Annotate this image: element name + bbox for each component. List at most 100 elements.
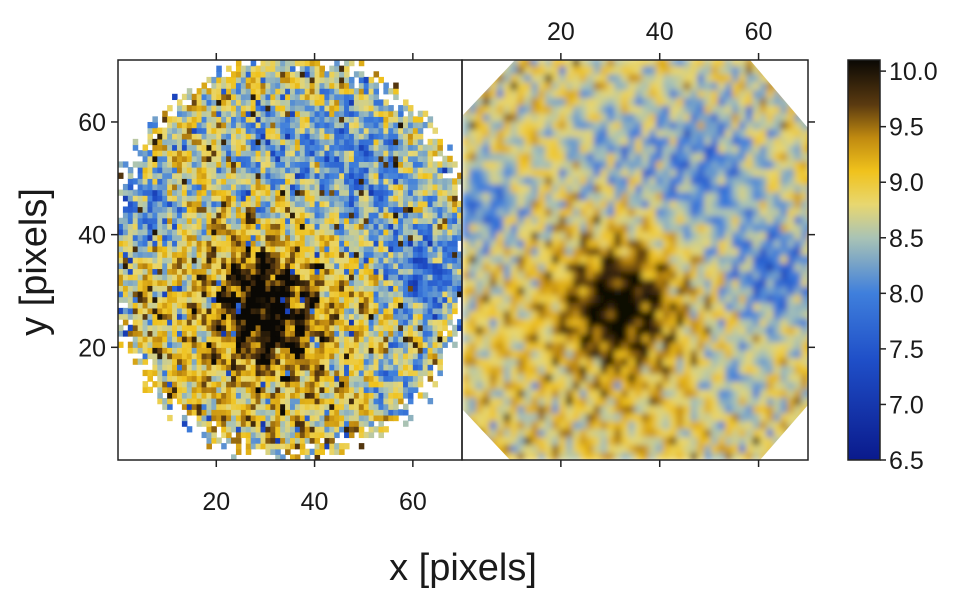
left-heat-cell — [314, 443, 321, 450]
left-heat-cell — [412, 341, 419, 348]
left-heat-cell — [235, 167, 242, 174]
left-heat-cell — [280, 392, 286, 399]
left-heat-cell — [275, 150, 281, 157]
left-heat-cell — [186, 121, 193, 129]
left-heat-cell — [260, 347, 267, 354]
left-heat-cell — [270, 116, 276, 123]
left-heat-cell — [235, 116, 242, 123]
left-heat-cell — [255, 341, 262, 348]
left-heat-cell — [319, 105, 325, 112]
left-heat-cell — [403, 274, 409, 281]
left-heat-cell — [250, 398, 257, 405]
left-heat-cell — [245, 71, 252, 78]
left-heat-cell — [231, 206, 237, 213]
left-heat-cell — [363, 172, 370, 179]
left-heat-cell — [181, 116, 188, 123]
left-heat-cell — [339, 420, 345, 427]
right-heat-cell — [524, 310, 532, 319]
right-heat-cell — [475, 168, 484, 177]
left-heat-cell — [191, 161, 198, 168]
right-heat-cell — [524, 239, 532, 248]
left-heat-cell — [221, 257, 227, 264]
right-heat-cell — [463, 239, 470, 248]
left-heat-cell — [172, 172, 178, 179]
right-heat-cell — [503, 302, 512, 311]
right-heat-cell — [482, 381, 491, 390]
left-heat-cell — [240, 426, 247, 433]
left-heat-cell — [348, 144, 355, 151]
left-heat-cell — [290, 347, 296, 354]
left-heat-cell — [422, 155, 429, 162]
right-heat-cell — [593, 452, 602, 460]
left-heat-cell — [270, 437, 276, 444]
left-heat-cell — [245, 358, 252, 365]
left-heat-cell — [299, 414, 306, 422]
left-heat-cell — [368, 234, 375, 241]
left-heat-cell — [403, 234, 409, 241]
left-heat-cell — [353, 257, 360, 264]
right-heat-cell — [475, 207, 484, 217]
left-heat-cell — [290, 454, 296, 460]
left-heat-cell — [422, 296, 429, 303]
left-heat-cell — [388, 200, 394, 208]
left-heat-cell — [437, 369, 443, 377]
left-heat-cell — [304, 262, 311, 270]
left-heat-cell — [304, 60, 311, 67]
left-heat-cell — [206, 229, 212, 236]
left-heat-cell — [304, 313, 311, 320]
left-heat-cell — [452, 285, 458, 292]
left-heat-cell — [255, 381, 262, 388]
left-heat-cell — [186, 296, 193, 303]
left-heat-cell — [231, 234, 237, 241]
right-heat-cell — [503, 105, 512, 114]
left-heat-cell — [235, 324, 242, 332]
right-heat-cell — [558, 223, 567, 233]
left-heat-cell — [358, 251, 365, 258]
left-heat-cell — [393, 296, 399, 303]
left-heat-cell — [235, 240, 242, 247]
left-heat-cell — [275, 336, 281, 343]
left-heat-cell — [339, 274, 345, 281]
left-heat-cell — [157, 240, 163, 247]
x-tick-label: 40 — [301, 488, 329, 516]
left-heat-cell — [334, 167, 340, 174]
left-heat-cell — [127, 206, 134, 213]
left-heat-cell — [280, 324, 286, 332]
left-heat-cell — [344, 155, 350, 162]
left-heat-cell — [280, 76, 286, 84]
left-heat-cell — [260, 223, 267, 230]
left-heat-cell — [235, 65, 242, 72]
left-heat-cell — [186, 358, 193, 365]
left-heat-cell — [167, 217, 173, 224]
left-heat-cell — [245, 341, 252, 348]
left-heat-cell — [319, 127, 325, 134]
left-heat-cell — [147, 347, 153, 354]
right-heat-cell — [545, 310, 553, 319]
right-heat-cell — [572, 286, 581, 296]
right-heat-cell — [579, 333, 588, 343]
left-heat-cell — [280, 99, 286, 106]
left-heat-cell — [329, 172, 335, 179]
right-heat-cell — [517, 270, 526, 280]
left-heat-cell — [285, 172, 291, 179]
right-heat-cell — [565, 176, 574, 185]
left-heat-cell — [294, 93, 301, 101]
left-heat-cell — [348, 426, 355, 433]
left-heat-cell — [319, 296, 325, 303]
left-heat-cell — [344, 133, 350, 140]
left-heat-cell — [344, 443, 350, 450]
left-heat-cell — [378, 172, 384, 179]
right-heat-cell — [558, 310, 567, 319]
left-heat-cell — [324, 105, 330, 112]
left-heat-cell — [172, 336, 178, 343]
left-heat-cell — [250, 307, 257, 315]
left-heat-cell — [142, 381, 149, 388]
left-heat-cell — [442, 223, 448, 230]
left-heat-cell — [324, 206, 330, 213]
left-heat-cell — [393, 414, 399, 422]
left-heat-cell — [172, 212, 178, 219]
right-heat-cell — [524, 286, 532, 296]
left-heat-cell — [432, 234, 439, 241]
left-heat-cell — [132, 189, 139, 196]
right-heat-cell — [586, 404, 595, 414]
